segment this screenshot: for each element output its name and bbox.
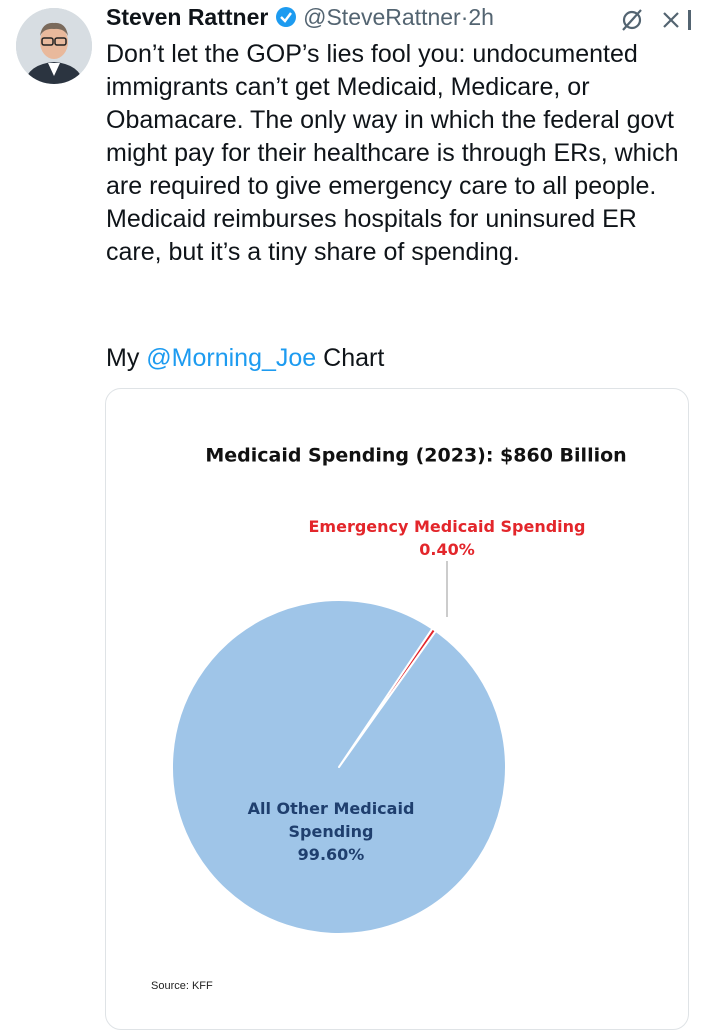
slice-label: Emergency Medicaid Spending 0.40%	[287, 515, 607, 561]
chart: Medicaid Spending (2023): $860 Billion S…	[151, 445, 627, 992]
mention-link[interactable]: @Morning_Joe	[146, 344, 317, 372]
slice-name: Emergency Medicaid Spending	[308, 517, 586, 536]
slice-value: 0.40%	[419, 540, 475, 559]
source-note: Source: KFF	[151, 980, 213, 992]
avatar[interactable]	[16, 8, 92, 84]
pie-slice	[171, 599, 508, 935]
author-name[interactable]: Steven Rattner	[106, 4, 269, 30]
tweet-text: Don’t let the GOP’s lies fool you: undoc…	[106, 40, 679, 266]
slice-value: 99.60%	[297, 845, 365, 864]
verified-badge	[275, 7, 296, 27]
text: Chart	[323, 344, 385, 372]
grok-button[interactable]	[622, 9, 642, 31]
avatar-image	[16, 8, 92, 84]
text: My	[106, 344, 140, 372]
tweet-text-line: My @Morning_Joe Chart	[106, 342, 384, 375]
timestamp[interactable]: 2h	[468, 4, 494, 30]
page: Steven Rattner @SteveRattner·2h Don’t le…	[16, 4, 691, 1030]
slice-label: All Other Medicaid Spending 99.60%	[236, 797, 426, 866]
close-button[interactable]	[663, 10, 691, 30]
separator: ·	[460, 4, 469, 30]
tweet-header: Steven Rattner @SteveRattner·2h	[106, 4, 494, 31]
chart-card[interactable]: Medicaid Spending (2023): $860 Billion S…	[105, 388, 689, 1030]
tweet-actions	[622, 9, 691, 31]
slice-name: All Other Medicaid Spending	[247, 799, 415, 841]
author-handle[interactable]: @SteveRattner	[303, 4, 461, 30]
chart-title: Medicaid Spending (2023): $860 Billion	[205, 445, 626, 467]
